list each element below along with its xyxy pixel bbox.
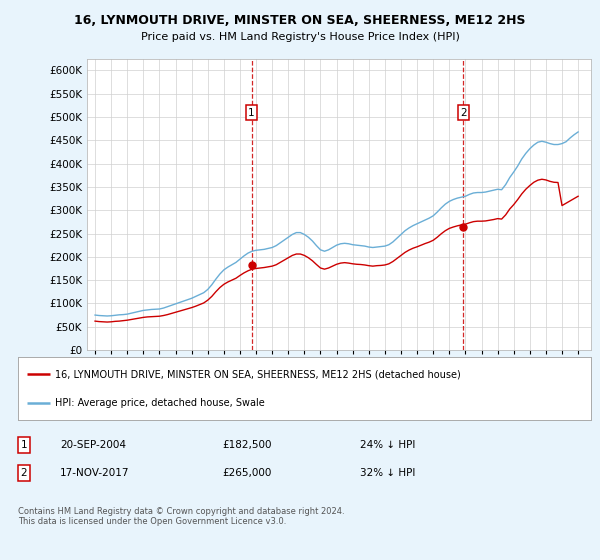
Text: Contains HM Land Registry data © Crown copyright and database right 2024.
This d: Contains HM Land Registry data © Crown c… (18, 507, 344, 526)
Text: £265,000: £265,000 (222, 468, 271, 478)
Text: 20-SEP-2004: 20-SEP-2004 (60, 440, 126, 450)
Text: 16, LYNMOUTH DRIVE, MINSTER ON SEA, SHEERNESS, ME12 2HS (detached house): 16, LYNMOUTH DRIVE, MINSTER ON SEA, SHEE… (55, 369, 461, 379)
Text: Price paid vs. HM Land Registry's House Price Index (HPI): Price paid vs. HM Land Registry's House … (140, 32, 460, 43)
Text: £182,500: £182,500 (222, 440, 271, 450)
Text: 17-NOV-2017: 17-NOV-2017 (60, 468, 130, 478)
Text: 32% ↓ HPI: 32% ↓ HPI (360, 468, 415, 478)
Text: 1: 1 (20, 440, 28, 450)
Text: HPI: Average price, detached house, Swale: HPI: Average price, detached house, Swal… (55, 398, 265, 408)
Text: 2: 2 (460, 108, 467, 118)
Text: 24% ↓ HPI: 24% ↓ HPI (360, 440, 415, 450)
Text: 16, LYNMOUTH DRIVE, MINSTER ON SEA, SHEERNESS, ME12 2HS: 16, LYNMOUTH DRIVE, MINSTER ON SEA, SHEE… (74, 14, 526, 27)
Text: 1: 1 (248, 108, 255, 118)
Text: 2: 2 (20, 468, 28, 478)
